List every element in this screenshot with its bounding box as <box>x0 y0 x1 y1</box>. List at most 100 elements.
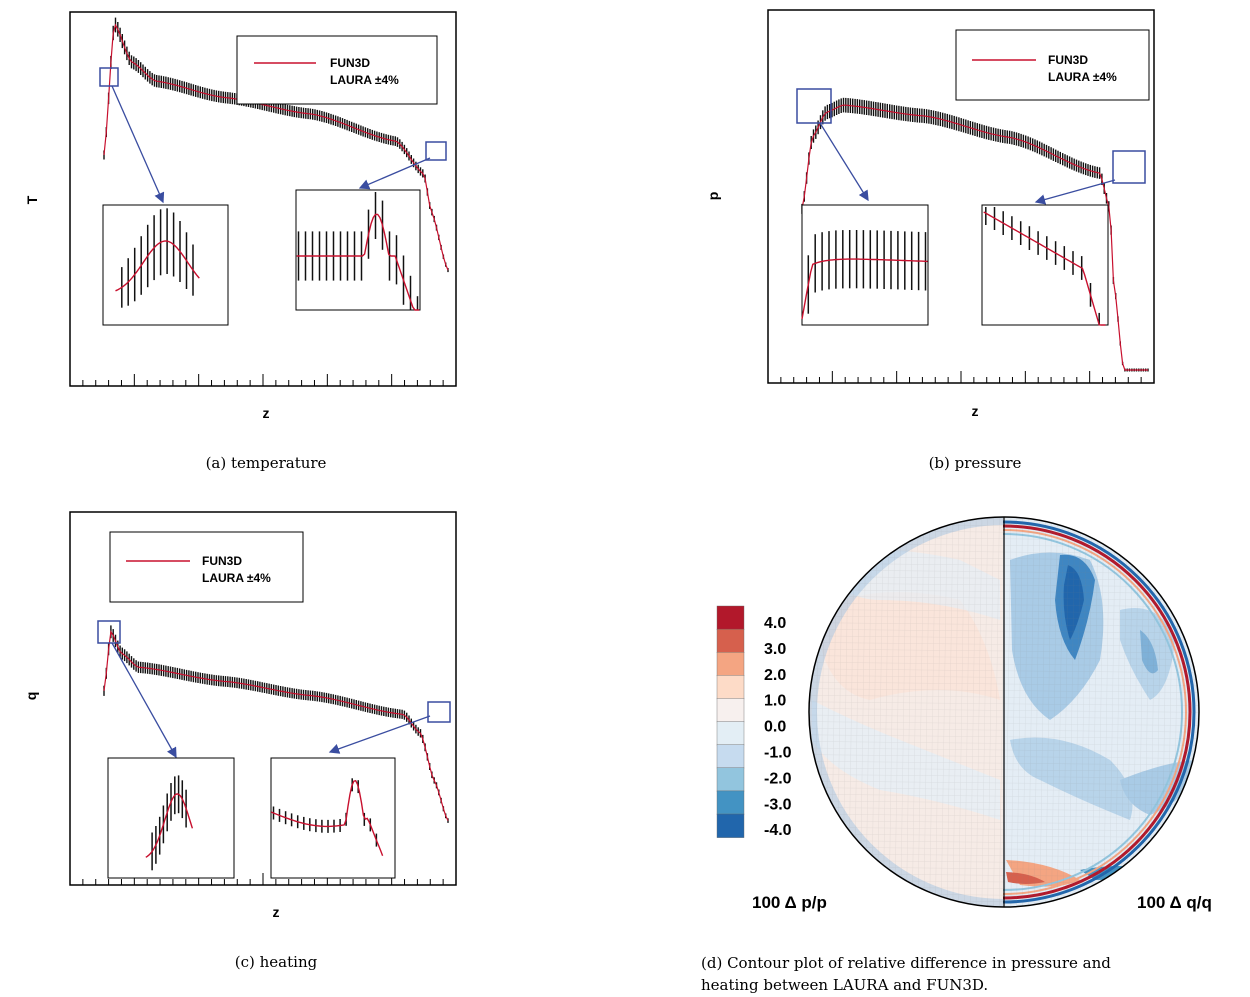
colorbar-level: 4.0 <box>764 615 786 632</box>
mesh-line <box>809 701 1199 706</box>
inset-right-bars <box>983 207 1106 326</box>
colorbar-level: 1.0 <box>764 693 786 710</box>
mesh-line <box>809 734 1199 739</box>
mesh-line <box>929 517 936 907</box>
mesh-line <box>809 589 1199 594</box>
zoom-box-left <box>99 67 119 87</box>
mesh-line <box>809 728 1199 733</box>
legend-entry-laura: LAURA ±4% <box>330 73 399 87</box>
mesh-line <box>1138 517 1145 907</box>
mesh-line <box>809 615 1199 621</box>
mesh-line <box>809 609 1199 614</box>
mesh-line <box>917 517 925 907</box>
mesh-line <box>865 517 872 907</box>
mesh-line <box>809 714 1199 720</box>
caption: (c) heating <box>235 953 318 971</box>
colorbar-swatch <box>716 790 745 815</box>
legend: FUN3D LAURA ±4% <box>236 35 438 105</box>
fun3d-line <box>145 793 194 858</box>
mesh-line <box>987 517 994 907</box>
zoom-box-right <box>425 141 447 161</box>
fun3d-line <box>103 23 449 271</box>
mesh-line <box>1085 517 1093 907</box>
mesh-line <box>906 517 913 907</box>
colorbar-swatch <box>716 767 745 792</box>
colorbar-swatch <box>716 744 745 769</box>
mesh-line <box>809 629 1199 634</box>
mesh-line <box>1068 517 1076 907</box>
fun3d-line <box>270 779 384 856</box>
colorbar-swatch <box>716 605 745 630</box>
mesh-line <box>1074 517 1081 907</box>
mesh-line <box>941 517 948 907</box>
mesh-line <box>1016 517 1023 907</box>
panel-temperature: T z FUN3D LAURA ±4% (a) temperature <box>24 11 457 472</box>
mesh-line <box>912 517 919 907</box>
mesh-line <box>809 602 1199 607</box>
x-axis-label: z <box>972 403 979 419</box>
zoom-box-right <box>427 701 451 723</box>
mesh-line <box>970 517 977 907</box>
data-curve <box>103 625 449 823</box>
mesh-line <box>888 517 896 907</box>
legend-entry-laura: LAURA ±4% <box>1048 70 1117 84</box>
panel-heating: q z FUN3D LAURA ±4% (c) heating <box>23 511 457 971</box>
mesh-line <box>1051 517 1058 907</box>
legend-box <box>236 35 438 105</box>
mesh-line <box>1033 517 1041 907</box>
legend-box <box>109 531 304 603</box>
y-axis-label: p <box>705 192 721 201</box>
mesh-line <box>1022 517 1029 907</box>
legend-entry-fun3d: FUN3D <box>330 56 370 70</box>
legend-entry-fun3d: FUN3D <box>1048 53 1088 67</box>
colorbar-level: 2.0 <box>764 667 786 684</box>
mesh-line <box>809 774 1199 779</box>
mesh-line <box>809 675 1199 680</box>
pressure-diff-label: 100 Δ p/p <box>752 893 827 912</box>
mesh-line <box>871 517 878 907</box>
colorbar-level: 3.0 <box>764 641 786 658</box>
mesh-line <box>809 635 1199 640</box>
inset-left <box>102 204 229 326</box>
mesh-line <box>809 813 1199 819</box>
inset-left-bars <box>115 208 200 308</box>
colorbar-level: -2.0 <box>764 770 792 787</box>
mesh-line <box>809 648 1199 654</box>
mesh-line <box>975 517 983 907</box>
x-axis-label: z <box>263 405 270 421</box>
mesh-line <box>809 787 1199 792</box>
panel-pressure: p z FUN3D LAURA ±4% (b) pressure <box>705 9 1155 472</box>
zoom-box-left <box>796 88 832 124</box>
colorbar-swatch <box>716 675 745 700</box>
mesh-line <box>952 517 959 907</box>
mesh-line <box>809 569 1199 574</box>
mesh-line <box>1114 517 1122 907</box>
mesh-line <box>809 688 1199 693</box>
heating-diff-label: 100 Δ q/q <box>1137 893 1212 912</box>
mesh-line <box>809 695 1199 700</box>
x-axis-ticks <box>82 873 444 885</box>
mesh-line <box>877 517 884 907</box>
colorbar-swatch <box>716 652 745 677</box>
legend-box <box>955 29 1150 101</box>
mesh-line <box>923 517 930 907</box>
mesh-line <box>1132 517 1139 907</box>
mesh-line <box>981 517 988 907</box>
mesh-line <box>1027 517 1035 907</box>
inset-right-bars <box>296 192 420 311</box>
mesh-line <box>809 708 1199 713</box>
mesh-line <box>809 800 1199 805</box>
zoom-arrow-right <box>1034 179 1116 205</box>
mesh-line <box>1062 517 1070 907</box>
mesh-line <box>1120 517 1128 907</box>
inset-left <box>107 757 235 879</box>
x-axis-ticks <box>82 374 444 386</box>
colorbar-level: -3.0 <box>764 796 792 813</box>
contour-disc <box>809 517 1199 907</box>
y-axis-label: q <box>23 692 39 701</box>
caption: (a) temperature <box>206 454 327 472</box>
inset-right <box>295 189 421 311</box>
mesh-line <box>1109 517 1116 907</box>
mesh-line <box>809 622 1199 627</box>
